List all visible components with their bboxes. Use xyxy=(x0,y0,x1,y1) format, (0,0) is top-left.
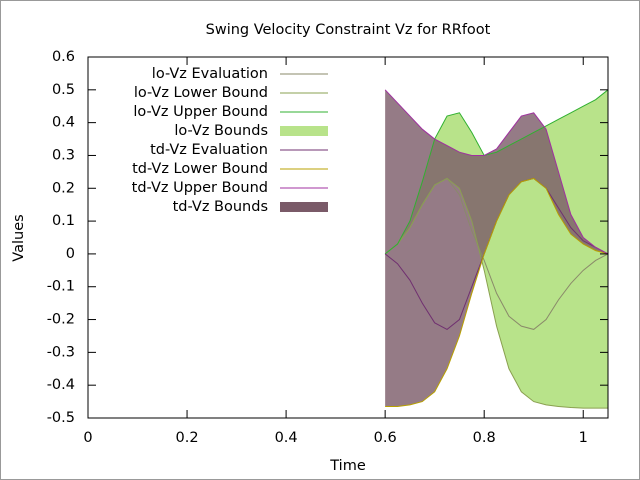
series-line xyxy=(384,89,609,255)
series-line xyxy=(384,89,609,255)
y-tick-label: 0.6 xyxy=(52,49,75,65)
y-tick-label: 0.4 xyxy=(52,115,75,131)
x-tick-label: 1 xyxy=(579,430,588,446)
legend-swatch xyxy=(280,202,328,212)
y-tick-label: 0.5 xyxy=(52,82,75,98)
legend-label: lo-Vz Evaluation xyxy=(152,66,268,82)
plot-frame xyxy=(87,56,609,419)
series-line xyxy=(384,177,608,409)
x-axis-label: Time xyxy=(329,458,366,474)
legend-label: lo-Vz Bounds xyxy=(174,123,268,139)
y-tick-label: 0 xyxy=(66,246,75,262)
x-tick-label: 0.8 xyxy=(473,430,496,446)
y-tick-label: -0.3 xyxy=(47,344,75,360)
y-tick-label: 0.2 xyxy=(52,180,75,196)
y-axis-label: Values xyxy=(11,214,27,261)
legend-label: td-Vz Lower Bound xyxy=(132,161,268,177)
legend-label: lo-Vz Upper Bound xyxy=(133,104,268,120)
y-tick-label: 0.1 xyxy=(52,213,75,229)
legend-label: td-Vz Upper Bound xyxy=(132,180,268,196)
x-tick-label: 0.4 xyxy=(275,430,298,446)
y-tick-label: -0.2 xyxy=(47,312,75,328)
legend-label: td-Vz Evaluation xyxy=(150,142,268,158)
legend-label: lo-Vz Lower Bound xyxy=(134,85,268,101)
legend-label: td-Vz Bounds xyxy=(173,199,268,215)
y-tick-label: -0.4 xyxy=(47,377,75,393)
y-tick-label: -0.1 xyxy=(47,279,75,295)
y-tick-label: 0.3 xyxy=(52,147,75,163)
x-tick-label: 0.6 xyxy=(374,430,397,446)
series-line xyxy=(385,177,609,408)
band-area xyxy=(385,89,608,407)
y-tick-label: -0.5 xyxy=(47,410,75,426)
legend-swatch xyxy=(280,126,328,136)
x-tick-label: 0 xyxy=(83,430,92,446)
x-tick-label: 0.2 xyxy=(176,430,199,446)
chart-title: Swing Velocity Constraint Vz for RRfoot xyxy=(206,22,491,38)
